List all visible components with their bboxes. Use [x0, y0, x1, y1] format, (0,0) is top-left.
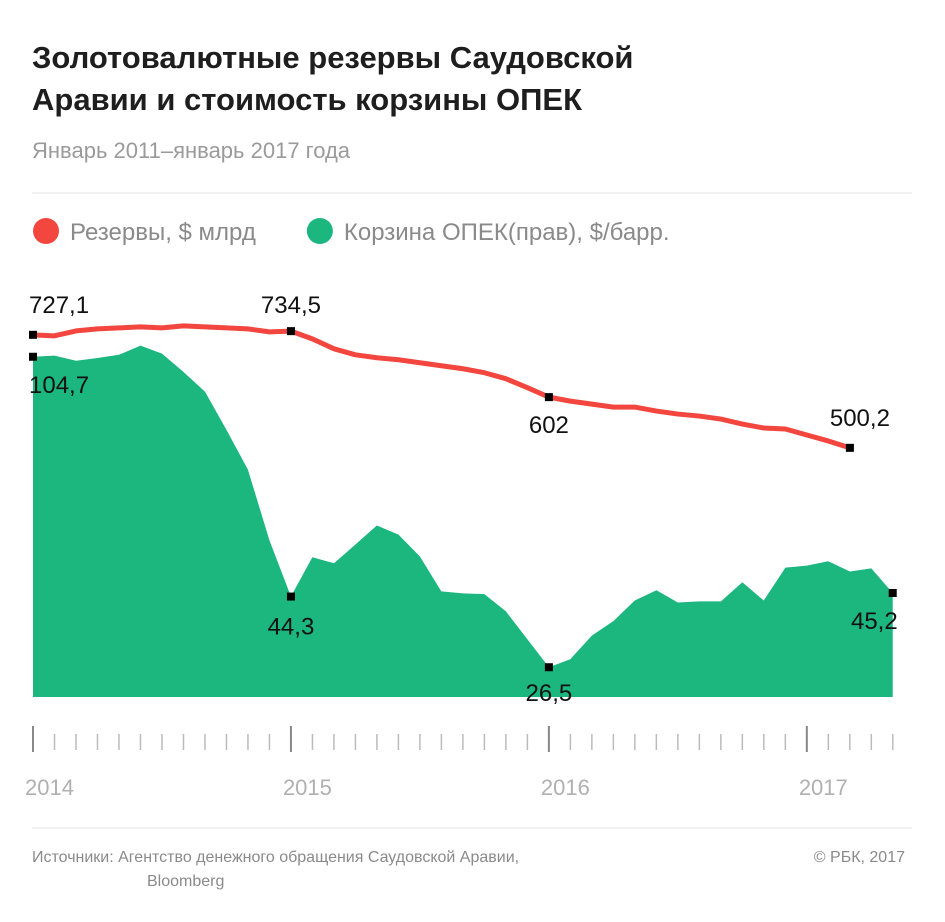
point-marker	[286, 327, 295, 336]
data-label: 104,7	[29, 372, 89, 399]
data-label: 734,5	[261, 292, 321, 319]
point-marker	[29, 352, 37, 361]
x-tick-label: 2015	[283, 775, 332, 800]
data-label: 727,1	[29, 292, 89, 319]
point-marker	[845, 443, 854, 452]
chart-subtitle: Январь 2011–январь 2017 года	[32, 138, 351, 163]
x-tick-label: 2016	[541, 775, 590, 800]
chart-title: Золотовалютные резервы Саудовской	[32, 40, 633, 75]
legend-label: Резервы, $ млрд	[70, 219, 256, 246]
point-marker	[544, 663, 553, 672]
point-marker	[286, 592, 295, 601]
legend-label: Корзина ОПЕК(прав), $/барр.	[344, 219, 670, 246]
source: Bloomberg	[147, 873, 224, 890]
line	[32, 323, 851, 451]
area	[33, 345, 893, 697]
data-label: 602	[529, 412, 569, 439]
copyright: © РБК, 2017	[814, 849, 905, 866]
chart-title: Аравии и стоимость корзины ОПЕК	[32, 82, 582, 117]
data-label: 44,3	[268, 614, 315, 641]
data-label: 500,2	[830, 405, 890, 432]
data-label: 45,2	[851, 608, 898, 635]
point-marker	[888, 588, 897, 597]
data-label: 26,5	[526, 680, 573, 707]
x-tick-label: 2017	[799, 775, 848, 800]
source: Источники: Агентство денежного обращения…	[32, 849, 519, 866]
x-tick-label: 2014	[25, 775, 74, 800]
point-marker	[544, 393, 553, 402]
legend-marker	[33, 218, 59, 244]
legend-marker	[306, 218, 333, 244]
point-marker	[29, 330, 37, 339]
